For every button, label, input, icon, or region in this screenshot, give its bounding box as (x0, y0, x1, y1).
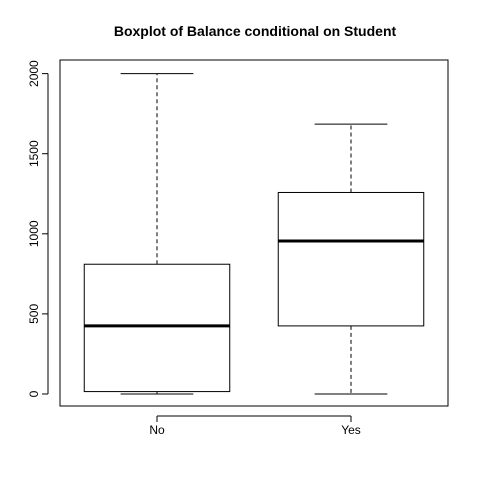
box-iqr (277, 191, 425, 327)
boxplot-series (83, 73, 425, 395)
x-axis: No Yes (149, 415, 361, 437)
x-tick-label: Yes (341, 423, 361, 437)
y-tick-label: 2000 (27, 60, 41, 87)
chart-title: Boxplot of Balance conditional on Studen… (114, 23, 397, 39)
x-tick-label: No (149, 423, 165, 437)
y-tick-label: 500 (27, 304, 41, 324)
box-yes (277, 123, 425, 395)
box-no (83, 73, 231, 395)
y-axis: 0 500 1000 1500 2000 (27, 60, 49, 397)
y-tick-label: 1500 (27, 140, 41, 167)
y-tick-label: 0 (27, 390, 41, 397)
plot-frame (59, 59, 449, 407)
y-tick-label: 1000 (27, 220, 41, 247)
box-iqr (83, 263, 231, 393)
